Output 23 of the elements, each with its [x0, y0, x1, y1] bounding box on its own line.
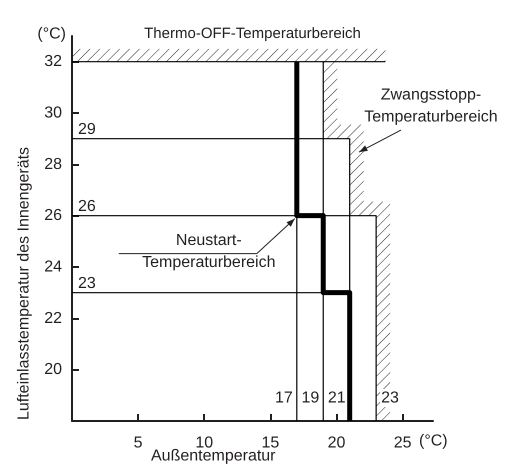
annotation: Zwangsstopp- Temperaturbereich — [364, 86, 498, 126]
y-tick-label: 20 — [44, 361, 62, 378]
annotation: 23 — [78, 275, 96, 292]
x-tick-label: 20 — [328, 434, 346, 452]
annotation: Neustart- Temperaturbereich — [142, 232, 276, 272]
y-axis-title: Lufteinlasstemperatur des Innengeräts — [16, 146, 32, 420]
x-tick-label: 25 — [394, 434, 412, 452]
text: (°C) — [37, 26, 66, 42]
x-tick-label: 5 — [134, 434, 143, 452]
annotation: 26 — [78, 198, 96, 216]
y-tick-label: 32 — [44, 53, 62, 70]
band-label: Thermo-OFF-Temperaturbereich — [144, 24, 361, 42]
annotation: 23 — [381, 390, 400, 406]
y-tick-label: 28 — [44, 156, 62, 173]
annotation: 17 — [275, 390, 293, 406]
y-tick-label: 26 — [44, 207, 62, 224]
annotation: 19 — [301, 390, 320, 406]
annotation: 21 — [328, 390, 346, 406]
text: (°C) — [419, 432, 448, 450]
y-tick-label: 22 — [44, 310, 62, 327]
annotation: 29 — [78, 121, 96, 138]
y-tick-label: 30 — [44, 104, 62, 122]
y-tick-label: 24 — [44, 258, 62, 276]
